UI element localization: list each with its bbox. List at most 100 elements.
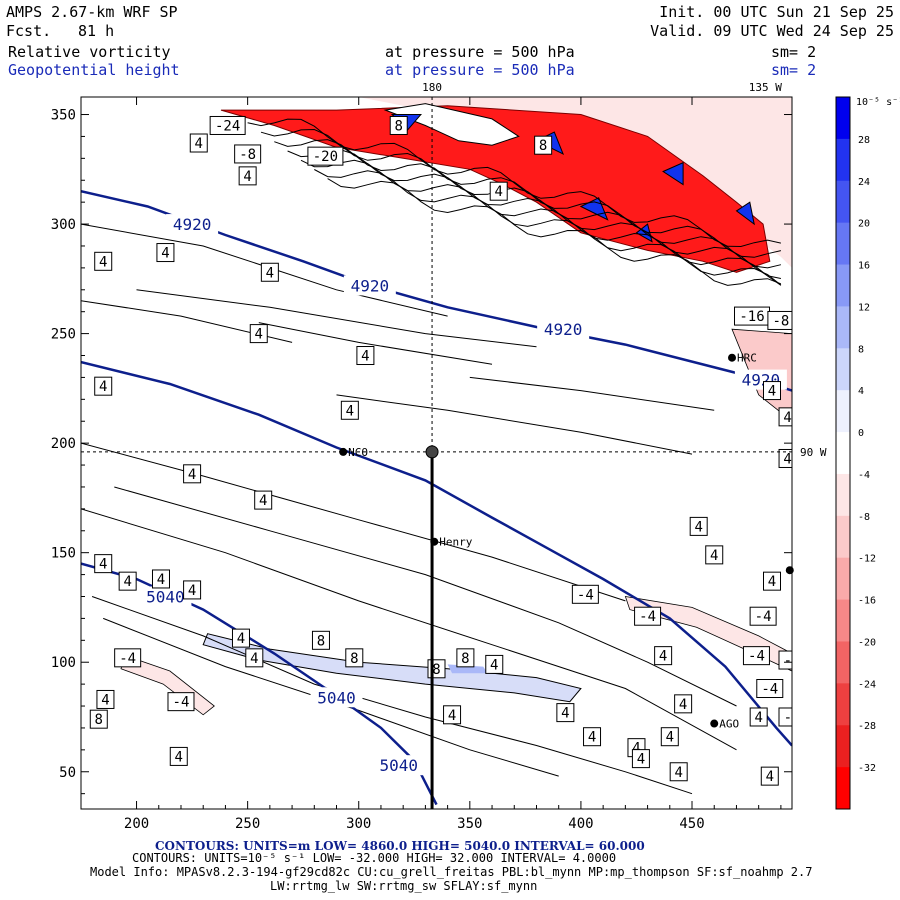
colorbar-tick-label: 20 xyxy=(858,219,870,230)
vorticity-contour-label: 8 xyxy=(350,651,358,667)
vorticity-contour-label: 8 xyxy=(317,633,325,649)
vorticity-contour-label: 4 xyxy=(346,403,354,419)
vorticity-contour-label: 4 xyxy=(679,697,687,713)
vorticity-contour-dense xyxy=(327,178,782,286)
vorticity-contour-label: 4 xyxy=(588,730,596,746)
colorbar-swatch xyxy=(836,97,850,140)
vorticity-label-box xyxy=(183,580,202,600)
vorticity-label-box xyxy=(94,376,113,396)
colorbar-swatch xyxy=(836,138,850,182)
meridian-label: 180 xyxy=(422,81,442,94)
vorticity-label-box xyxy=(209,115,246,135)
station-marker xyxy=(339,447,348,456)
y-tick-label: 300 xyxy=(51,217,76,233)
vorticity-contour-dense xyxy=(260,128,782,258)
valid-time: Valid. 09 UTC Wed 24 Sep 25 xyxy=(650,22,894,40)
x-tick-label: 400 xyxy=(568,816,593,832)
vorticity-contour-label: 4 xyxy=(637,752,645,768)
height-contour-label: 5040 xyxy=(317,688,356,707)
footer-model-info: Model Info: MPASv8.2.3-194-gf29cd82c CU:… xyxy=(90,865,813,879)
vorticity-label-box xyxy=(767,310,792,330)
x-tick-label: 250 xyxy=(235,816,260,832)
height-contour-label: 4920 xyxy=(351,276,390,295)
vorticity-contour-label: 4 xyxy=(243,169,251,185)
vorticity-label-box xyxy=(238,166,257,186)
vorticity-contour xyxy=(114,486,737,707)
station-label: NCO xyxy=(348,446,368,459)
colorbar-tick-label: -20 xyxy=(858,637,876,648)
vorticity-label-box xyxy=(705,545,724,565)
vorticity-contour-label: 4 xyxy=(448,708,456,724)
vorticity-contour-label: -4 xyxy=(119,651,136,667)
colorbar-tick-label: 0 xyxy=(858,428,864,439)
colorbar-tick-label: -28 xyxy=(858,721,876,732)
vorticity-contour-label: -4 xyxy=(761,682,778,698)
vorticity-contour-label: 4 xyxy=(768,574,776,590)
field-vorticity: Relative vorticity xyxy=(8,43,171,61)
vorticity-label-box xyxy=(760,766,779,786)
vorticity-contour-label: 4 xyxy=(754,710,762,726)
vorticity-label-box xyxy=(749,606,777,626)
vorticity-contour-label: 4 xyxy=(195,136,203,152)
vorticity-label-box xyxy=(631,749,650,769)
y-tick-label: 100 xyxy=(51,655,76,671)
vorticity-contour-label: 4 xyxy=(674,765,682,781)
vorticity-contour-label: 4 xyxy=(766,769,774,785)
colorbar-tick-label: 24 xyxy=(858,177,870,188)
smoothing-1: sm= 2 xyxy=(771,43,817,61)
x-tick-label: 200 xyxy=(124,816,149,832)
colorbar-unit-label: 10⁻⁵ s⁻¹ xyxy=(856,97,900,108)
x-tick-label: 450 xyxy=(679,816,704,832)
vorticity-contour xyxy=(469,376,715,411)
colorbar-swatch xyxy=(836,306,850,349)
height-contour-label: 4920 xyxy=(544,320,583,339)
pole-marker xyxy=(425,445,439,459)
vorticity-label-box xyxy=(151,569,170,589)
vorticity-contour-label: 4 xyxy=(237,631,245,647)
vorticity-contour-label: 4 xyxy=(561,706,569,722)
vorticity-label-box xyxy=(583,727,602,747)
vorticity-contour xyxy=(91,596,693,795)
field-geopotential: Geopotential height xyxy=(8,61,180,79)
vorticity-label-box xyxy=(249,324,268,344)
vorticity-contour-label: 4 xyxy=(188,467,196,483)
vorticity-label-box xyxy=(485,654,504,674)
vorticity-contour-label: -4 xyxy=(577,587,594,603)
vorticity-label-box xyxy=(94,554,113,574)
colorbar-swatch xyxy=(836,264,850,307)
colorbar-frame xyxy=(835,96,851,810)
vorticity-label-box xyxy=(654,646,673,666)
vorticity-label-box xyxy=(94,251,113,271)
vorticity-contour-label: 4 xyxy=(710,548,718,564)
model-title: AMPS 2.67-km WRF SP xyxy=(6,3,178,21)
station-label: HRC xyxy=(737,352,757,365)
height-label-bg xyxy=(343,275,396,296)
parallel-label: 90 W xyxy=(800,446,827,459)
vorticity-label-box xyxy=(634,606,662,626)
vorticity-contour-label: -8 xyxy=(784,653,801,669)
init-time: Init. 00 UTC Sun 21 Sep 25 xyxy=(659,3,894,21)
colorbar-swatch xyxy=(836,348,850,391)
vorticity-label-box xyxy=(669,762,688,782)
vorticity-contour-label: -8 xyxy=(239,147,256,163)
vorticity-label-box xyxy=(260,262,279,282)
vorticity-contour-label: 8 xyxy=(95,712,103,728)
vorticity-contour xyxy=(81,442,626,602)
vorticity-contour-label: 4 xyxy=(783,451,791,467)
vorticity-label-box xyxy=(389,115,408,135)
colorbar-swatch xyxy=(836,767,850,810)
height-contour-label: 5040 xyxy=(379,756,418,775)
colorbar-swatch xyxy=(836,432,850,475)
vorticity-fill-positive xyxy=(735,201,755,226)
vorticity-contour-label: -8 xyxy=(772,313,789,329)
y-tick-label: 50 xyxy=(59,765,76,781)
vorticity-contour xyxy=(81,508,737,751)
vorticity-contour-label: 8 xyxy=(432,662,440,678)
height-label-bg xyxy=(372,755,425,776)
vorticity-contour xyxy=(258,322,493,365)
colorbar-tick-label: 12 xyxy=(858,302,870,313)
vorticity-contour-label: 4 xyxy=(99,557,107,573)
vorticity-contour xyxy=(103,617,559,777)
forecast-label: Fcst. xyxy=(6,22,52,40)
